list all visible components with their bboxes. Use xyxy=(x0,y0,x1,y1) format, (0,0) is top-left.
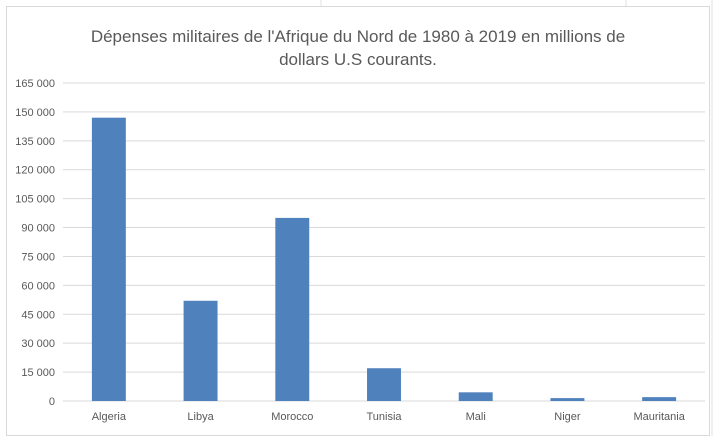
x-category-label: Tunisia xyxy=(366,411,402,423)
y-tick-label: 150 000 xyxy=(15,107,55,119)
x-category-label: Mauritania xyxy=(633,411,685,423)
bar-mauritania[interactable] xyxy=(642,397,677,401)
chart-title-line-1: Dépenses militaires de l'Afrique du Nord… xyxy=(90,27,626,46)
bar-tunisia[interactable] xyxy=(367,368,401,401)
y-tick-label: 60 000 xyxy=(21,280,55,292)
y-tick-label: 30 000 xyxy=(21,338,55,350)
bar-mali[interactable] xyxy=(458,392,493,401)
y-tick-label: 90 000 xyxy=(21,223,55,235)
bar-libya[interactable] xyxy=(183,300,218,401)
y-tick-label: 120 000 xyxy=(15,165,55,177)
y-tick-label: 105 000 xyxy=(15,194,55,206)
chart-title: Dépenses militaires de l'Afrique du Nord… xyxy=(7,25,709,73)
x-category-label: Algeria xyxy=(92,411,127,423)
x-category-label: Niger xyxy=(554,411,581,423)
y-tick-label: 165 000 xyxy=(15,78,55,90)
chart-area[interactable]: Dépenses militaires de l'Afrique du Nord… xyxy=(6,6,710,436)
plot-area: 0 15 000 30 000 45 000 60 000 75 000 90 000 105… xyxy=(15,78,705,423)
x-category-label: Morocco xyxy=(271,411,313,423)
x-category-label: Mali xyxy=(466,411,486,423)
bar-niger[interactable] xyxy=(550,398,585,401)
y-tick-label: 0 xyxy=(49,396,55,408)
chart-title-line-2: dollars U.S courants. xyxy=(279,50,437,69)
y-tick-label: 135 000 xyxy=(15,136,55,148)
y-tick-label: 15 000 xyxy=(21,367,55,379)
y-tick-label: 75 000 xyxy=(21,251,55,263)
x-category-label: Libya xyxy=(187,411,214,423)
bar-algeria[interactable] xyxy=(91,117,126,401)
bar-morocco[interactable] xyxy=(275,217,310,401)
y-tick-label: 45 000 xyxy=(21,309,55,321)
